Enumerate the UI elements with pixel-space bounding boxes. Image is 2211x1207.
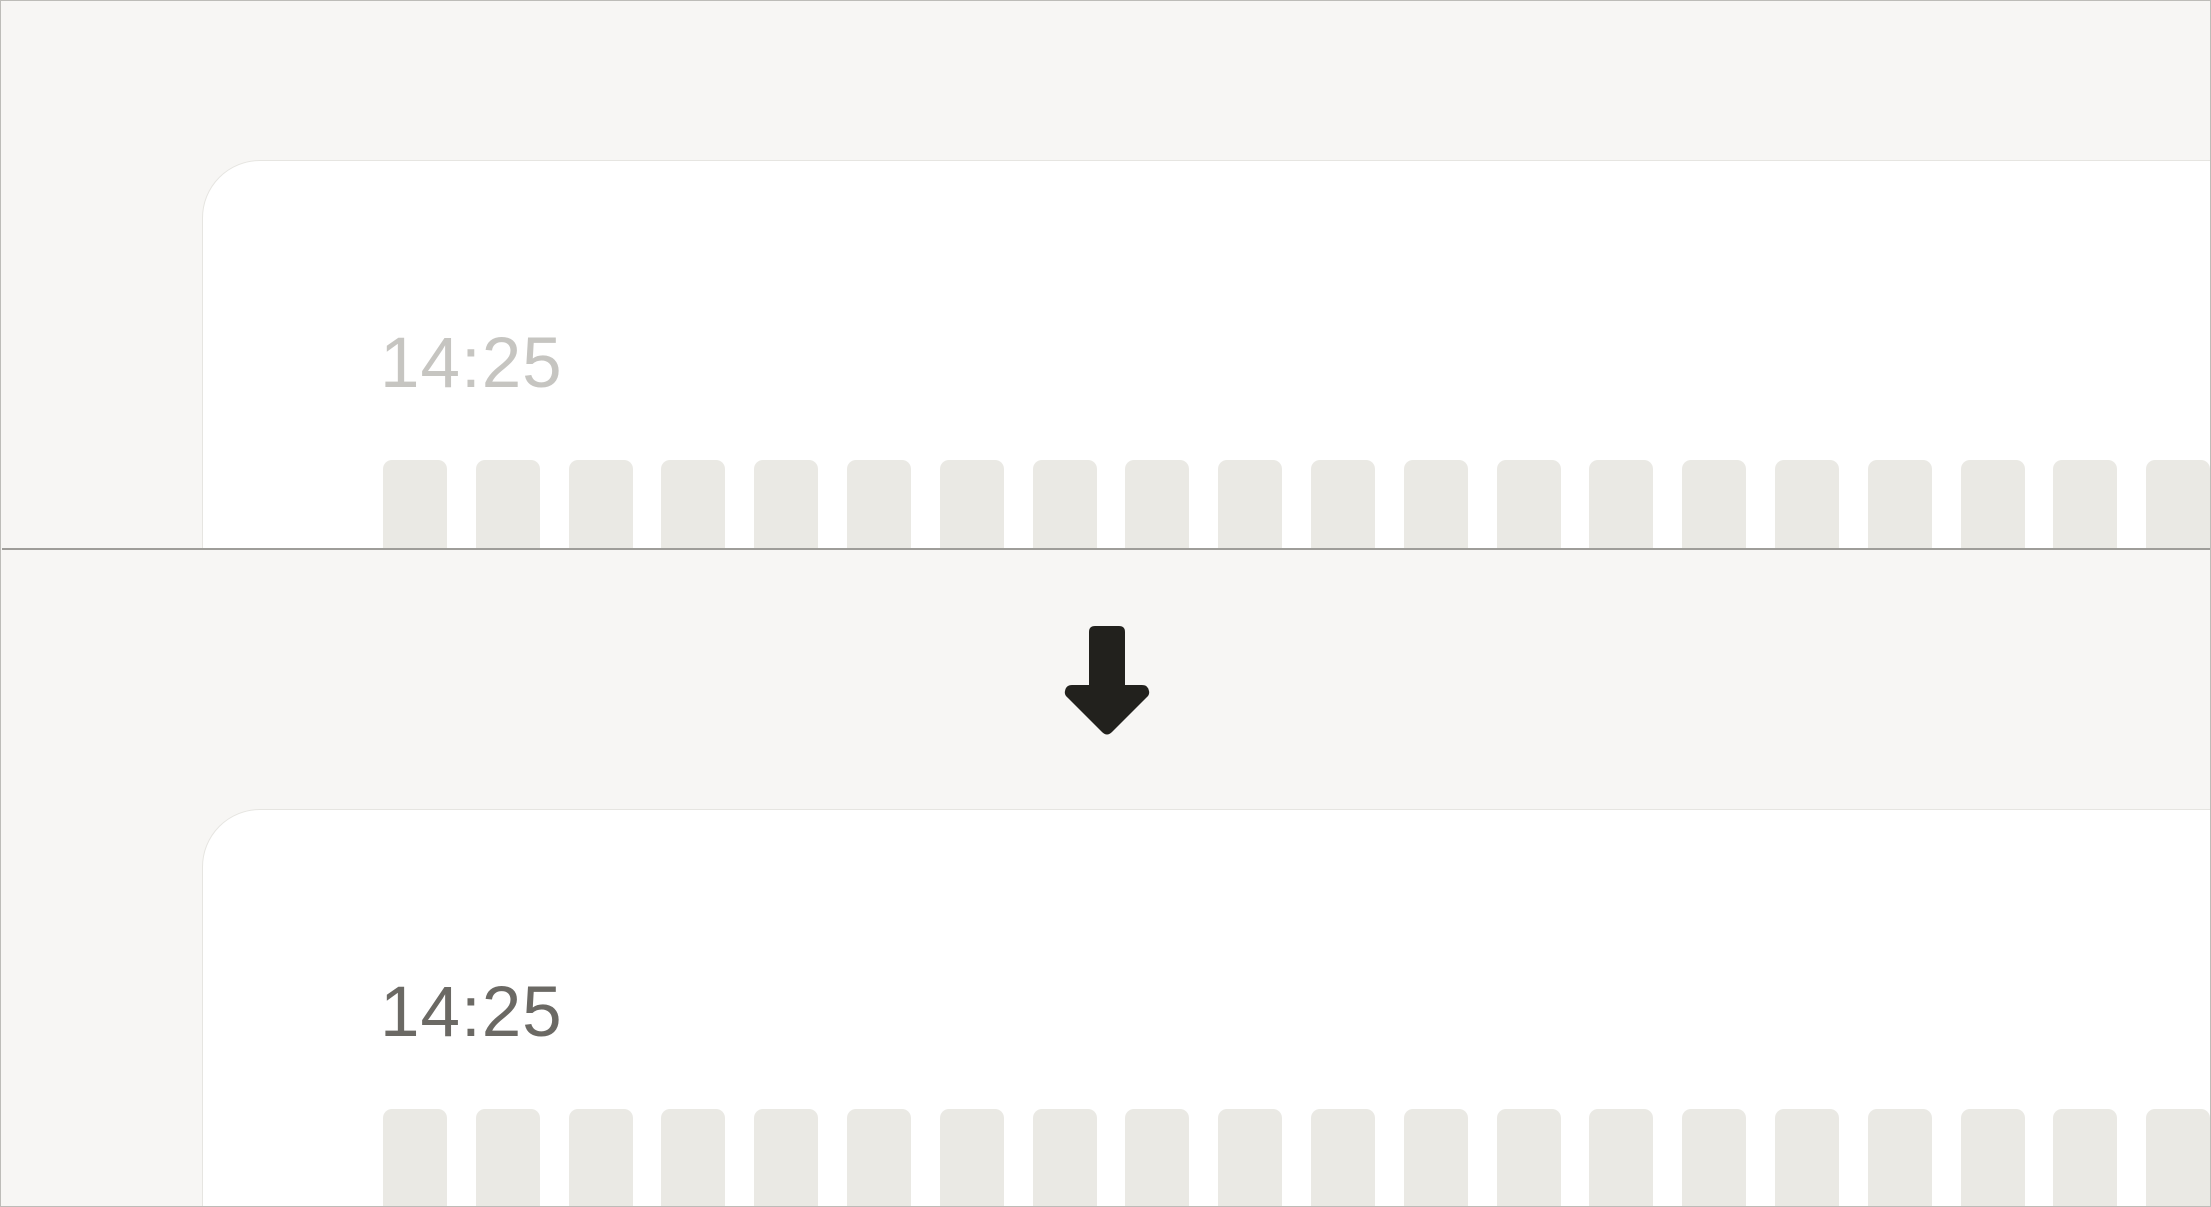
before-time-slot[interactable]: [2146, 460, 2210, 548]
after-time-slot[interactable]: [476, 1109, 540, 1206]
after-time-slot[interactable]: [1218, 1109, 1282, 1206]
before-time-slot[interactable]: [1218, 460, 1282, 548]
before-time-slot[interactable]: [1404, 460, 1468, 548]
after-time-slot[interactable]: [1868, 1109, 1932, 1206]
after-time-slot[interactable]: [1497, 1109, 1561, 1206]
arrow-down-icon: [1064, 626, 1150, 735]
panel-divider: [2, 548, 2210, 550]
before-time-slot[interactable]: [1033, 460, 1097, 548]
before-time-slot[interactable]: [1311, 460, 1375, 548]
before-time-slot[interactable]: [2053, 460, 2117, 548]
after-time-slot[interactable]: [1682, 1109, 1746, 1206]
before-time-label: 14:25: [380, 324, 563, 403]
after-time-slot[interactable]: [1961, 1109, 2025, 1206]
before-time-slot[interactable]: [383, 460, 447, 548]
before-time-slot[interactable]: [1589, 460, 1653, 548]
after-time-slot[interactable]: [2053, 1109, 2117, 1206]
before-time-slot[interactable]: [847, 460, 911, 548]
before-time-slot[interactable]: [476, 460, 540, 548]
after-time-slot[interactable]: [1125, 1109, 1189, 1206]
after-time-slot[interactable]: [1311, 1109, 1375, 1206]
after-time-label: 14:25: [380, 973, 563, 1052]
after-panel: 14:25: [2, 551, 2210, 1206]
after-time-slot[interactable]: [2146, 1109, 2210, 1206]
before-time-slot[interactable]: [661, 460, 725, 548]
before-time-slot[interactable]: [754, 460, 818, 548]
after-time-slot[interactable]: [1404, 1109, 1468, 1206]
after-time-slot[interactable]: [661, 1109, 725, 1206]
before-time-slot[interactable]: [1497, 460, 1561, 548]
after-time-slot[interactable]: [569, 1109, 633, 1206]
before-time-slot[interactable]: [1125, 460, 1189, 548]
before-time-slot[interactable]: [569, 460, 633, 548]
after-time-slot[interactable]: [847, 1109, 911, 1206]
after-time-slot[interactable]: [1033, 1109, 1097, 1206]
after-time-slot[interactable]: [383, 1109, 447, 1206]
after-time-slot[interactable]: [940, 1109, 1004, 1206]
before-panel: 14:25: [2, 2, 2210, 548]
before-time-slot[interactable]: [1682, 460, 1746, 548]
after-time-slot[interactable]: [1589, 1109, 1653, 1206]
before-time-slot[interactable]: [1775, 460, 1839, 548]
before-time-slot[interactable]: [1868, 460, 1932, 548]
after-time-slot[interactable]: [754, 1109, 818, 1206]
before-time-slot[interactable]: [1961, 460, 2025, 548]
before-time-slot[interactable]: [940, 460, 1004, 548]
after-time-slot[interactable]: [1775, 1109, 1839, 1206]
